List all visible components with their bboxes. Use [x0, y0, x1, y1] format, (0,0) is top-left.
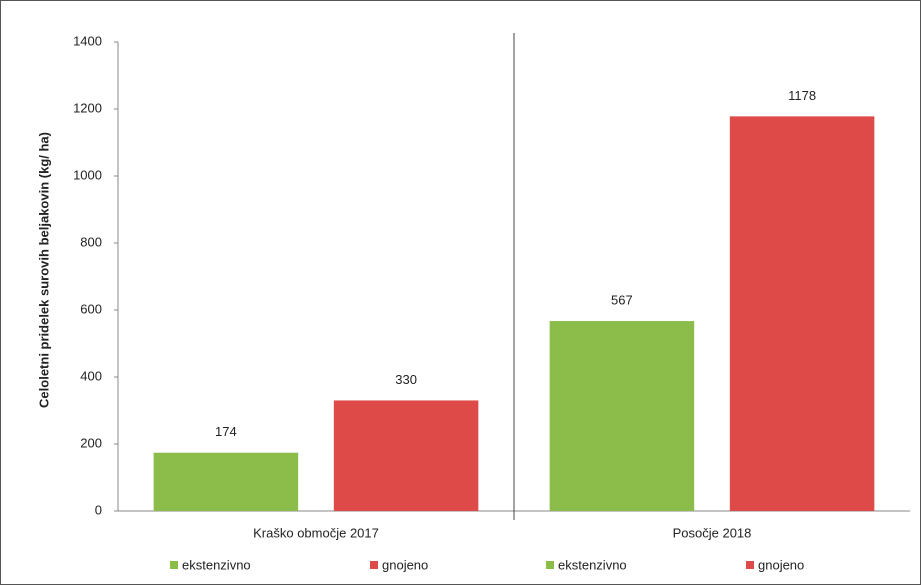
bar: [333, 400, 479, 511]
y-tick-label: 0: [95, 502, 102, 517]
legend-swatch: [170, 561, 178, 569]
x-tick-label: Kraško območje 2017: [253, 525, 379, 540]
legend-label: gnojeno: [758, 557, 804, 572]
y-tick-label: 200: [80, 435, 102, 450]
y-tick-label: 800: [80, 234, 102, 249]
y-tick-label: 400: [80, 368, 102, 383]
y-tick-label: 600: [80, 301, 102, 316]
legend-label: gnojeno: [382, 557, 428, 572]
value-label: 1178: [788, 88, 816, 103]
bar: [729, 116, 875, 512]
bar: [153, 452, 299, 511]
y-tick-label: 1400: [73, 33, 102, 48]
legend-swatch: [546, 561, 554, 569]
legend-swatch: [370, 561, 378, 569]
bar: [549, 321, 695, 511]
legend-label: ekstenzivno: [182, 557, 251, 572]
y-tick-label: 1200: [73, 100, 102, 115]
legend-label: ekstenzivno: [558, 557, 627, 572]
value-label: 174: [215, 424, 237, 439]
legend-swatch: [746, 561, 754, 569]
value-label: 330: [395, 372, 417, 387]
y-tick-label: 1000: [73, 167, 102, 182]
y-axis-label: Celoletni pridelek surovih beljakovin (k…: [36, 132, 51, 408]
value-label: 567: [611, 292, 633, 307]
x-tick-label: Posočje 2018: [673, 525, 752, 540]
